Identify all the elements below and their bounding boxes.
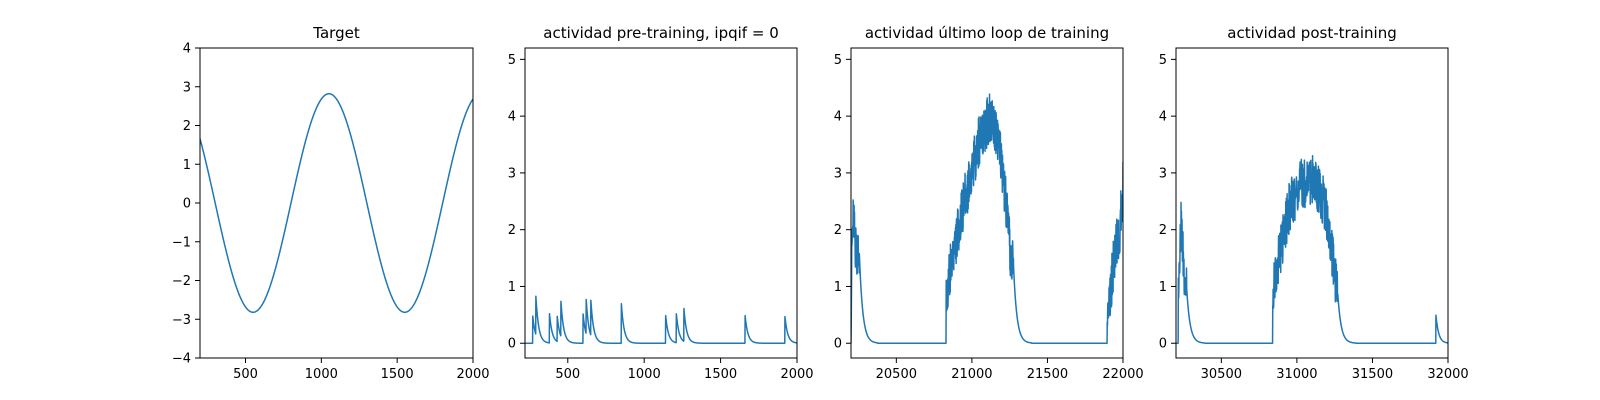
plot-frame <box>1175 47 1449 359</box>
x-tick-label: 500 <box>233 367 258 382</box>
y-tick-label: −4 <box>172 352 191 367</box>
y-tick-label: 2 <box>183 119 191 134</box>
x-tick-label: 500 <box>555 367 580 382</box>
y-tick-label: 2 <box>834 223 842 238</box>
y-tick-label: 3 <box>834 166 842 181</box>
y-tick-label: 1 <box>834 280 842 295</box>
x-tick-label: 31500 <box>1352 367 1393 382</box>
y-tick-label: 1 <box>183 158 191 173</box>
y-tick-label: −2 <box>172 274 191 289</box>
y-tick-label: 3 <box>183 80 191 95</box>
y-tick-label: 1 <box>1159 280 1167 295</box>
x-tick-label: 32000 <box>1427 367 1468 382</box>
y-tick-label: 4 <box>183 42 191 57</box>
x-tick-label: 1500 <box>704 367 737 382</box>
y-tick-label: 4 <box>508 110 516 125</box>
x-tick-label: 2000 <box>456 367 489 382</box>
series-line <box>525 295 797 344</box>
chart-title: actividad post-training <box>1227 24 1396 42</box>
x-tick-label: 1000 <box>628 367 661 382</box>
series-line <box>200 92 473 314</box>
x-tick-label: 21500 <box>1027 367 1068 382</box>
x-tick-label: 31000 <box>1276 367 1317 382</box>
y-tick-label: 0 <box>508 337 516 352</box>
chart-title: Target <box>312 24 360 42</box>
plot-frame <box>850 47 1124 359</box>
y-tick-label: 4 <box>834 110 842 125</box>
x-tick-label: 21000 <box>951 367 992 382</box>
chart-panel-1: Target 500 1000 1500 2000 −4 −3 −2 −1 0 1 2 3 4 <box>172 24 490 382</box>
plot-frame <box>199 47 474 359</box>
y-tick-label: 5 <box>508 53 516 68</box>
y-tick-label: 0 <box>834 337 842 352</box>
y-tick-label: 5 <box>834 53 842 68</box>
y-tick-label: 0 <box>183 197 191 212</box>
x-tick-label: 20500 <box>876 367 917 382</box>
y-tick-label: −3 <box>172 313 191 328</box>
x-tick-label: 30500 <box>1201 367 1242 382</box>
chart-panel-2: actividad pre-training, ipqif = 0 500 1000… <box>508 24 814 382</box>
x-tick-label: 22000 <box>1102 367 1143 382</box>
chart-title: actividad pre-training, ipqif = 0 <box>543 24 779 42</box>
series-line <box>851 93 1123 344</box>
chart-title: actividad último loop de training <box>865 24 1109 42</box>
x-tick-label: 2000 <box>780 367 813 382</box>
y-tick-label: 3 <box>1159 166 1167 181</box>
y-tick-label: 5 <box>1159 53 1167 68</box>
y-tick-label: 3 <box>508 166 516 181</box>
y-tick-label: 2 <box>1159 223 1167 238</box>
y-tick-label: 1 <box>508 280 516 295</box>
y-tick-label: 2 <box>508 223 516 238</box>
x-tick-label: 1000 <box>305 367 338 382</box>
y-tick-label: 4 <box>1159 110 1167 125</box>
series-line <box>1176 154 1448 344</box>
y-tick-label: 0 <box>1159 337 1167 352</box>
y-tick-label: −1 <box>172 235 191 250</box>
x-tick-label: 1500 <box>381 367 414 382</box>
plot-frame <box>524 47 798 359</box>
